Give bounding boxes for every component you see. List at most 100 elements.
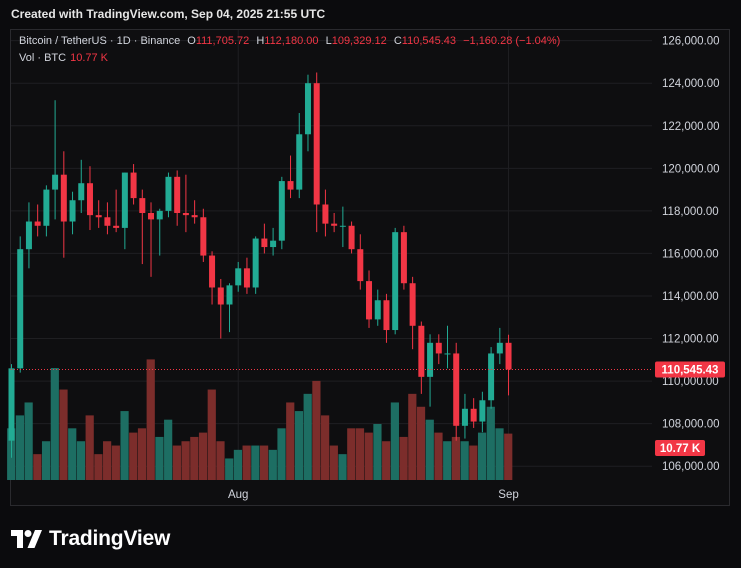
volume-bar	[137, 428, 147, 480]
volume-bar	[50, 368, 59, 480]
y-tick-label: 106,000.00	[662, 461, 720, 473]
low-value: 109,329.12	[331, 35, 387, 47]
candle-body	[113, 225, 120, 228]
volume-label[interactable]: Vol · BTC	[19, 52, 67, 64]
candle-body	[60, 174, 67, 222]
volume-bar	[312, 380, 321, 480]
candle-body	[52, 174, 59, 190]
symbol-title[interactable]: Bitcoin / TetherUS · 1D · Binance	[19, 35, 181, 47]
ohlc-legend: Bitcoin / TetherUS · 1D · Binance O111,7…	[19, 35, 564, 47]
volume-bar	[364, 432, 373, 480]
volume-bar	[155, 436, 164, 480]
y-tick-label: 124,000.00	[662, 78, 720, 90]
x-tick-label: Aug	[228, 489, 248, 501]
candle-body	[34, 221, 41, 226]
y-tick-label: 126,000.00	[662, 36, 720, 48]
candle-body	[400, 232, 407, 284]
volume-bar	[111, 445, 120, 480]
volume-bar	[94, 454, 103, 480]
candle-body	[496, 342, 503, 354]
last-volume-label: 10.77 K	[660, 443, 701, 455]
candle-body	[165, 176, 172, 211]
y-tick-label: 110,000.00	[662, 376, 719, 388]
candle-body	[130, 172, 137, 199]
candle-body	[348, 225, 355, 250]
candle-body	[270, 240, 277, 248]
candle-body	[357, 249, 364, 282]
price-axis: 106,000.00 108,000.00 110,000.00 112,000.00…	[655, 36, 725, 473]
candle-body	[182, 213, 189, 216]
volume-bar	[190, 436, 199, 480]
close-value: 110,545.43	[401, 35, 457, 47]
candle-body	[156, 210, 163, 220]
volume-bar	[329, 445, 338, 480]
volume-bar	[164, 419, 173, 480]
open-label: O	[187, 35, 196, 47]
y-tick-label: 116,000.00	[662, 248, 719, 260]
volume-bar	[416, 406, 426, 480]
high-value: 112,180.00	[264, 35, 319, 47]
volume-bars	[7, 359, 513, 480]
candle-body	[409, 283, 416, 326]
last-volume-tag[interactable]	[655, 440, 705, 456]
candle-body	[209, 255, 216, 288]
y-tick-label: 120,000.00	[662, 163, 720, 175]
candle-body	[322, 204, 329, 224]
volume-bar	[303, 393, 312, 480]
last-price-label: 110,545.43	[662, 365, 719, 377]
y-tick-label: 112,000.00	[662, 334, 719, 346]
chart-caption: Created with TradingView.com, Sep 04, 20…	[11, 7, 326, 21]
candle-body	[43, 189, 50, 226]
candle-body	[17, 249, 24, 369]
candle-body	[313, 83, 320, 205]
candle-body	[174, 176, 181, 214]
candle-body	[366, 281, 373, 320]
brand-name: TradingView	[49, 527, 171, 550]
candle-body	[243, 268, 250, 288]
brand[interactable]: TradingView	[11, 527, 171, 550]
volume-bar	[68, 428, 77, 480]
candle-body	[86, 183, 93, 216]
volume-bar	[477, 432, 487, 480]
y-tick-label: 114,000.00	[662, 291, 719, 303]
y-tick-label: 122,000.00	[662, 121, 720, 133]
candle-body	[374, 300, 381, 320]
candle-body	[479, 400, 486, 422]
volume-bar	[251, 445, 260, 480]
high-label: H	[256, 35, 265, 47]
candle-body	[296, 134, 303, 190]
candle-body	[95, 215, 102, 218]
volume-bar	[85, 415, 94, 480]
volume-bar	[225, 458, 234, 480]
volume-bar	[198, 432, 208, 480]
candle-body	[217, 287, 224, 305]
volume-bar	[181, 441, 190, 480]
volume-bar	[33, 454, 42, 480]
volume-bar	[451, 436, 461, 480]
volume-bar	[172, 445, 181, 480]
candle-body	[435, 342, 442, 354]
last-price-tag[interactable]	[655, 361, 725, 378]
volume-bar	[120, 411, 129, 480]
volume-bar	[146, 359, 155, 480]
volume-bar	[259, 445, 269, 480]
candle-body	[453, 353, 460, 426]
candle-body	[191, 215, 198, 218]
volume-bar	[129, 432, 138, 480]
candle-body	[226, 285, 233, 305]
candle-body	[252, 238, 259, 288]
volume-bar	[443, 441, 452, 480]
close-label: C	[393, 35, 402, 47]
time-axis: Aug Sep	[228, 489, 519, 501]
candle-body	[261, 238, 268, 248]
candle-body	[339, 225, 346, 227]
chart-frame[interactable]	[10, 29, 730, 506]
volume-bar	[277, 428, 286, 480]
price-candles	[8, 72, 512, 458]
volume-bar	[233, 449, 243, 480]
candle-body	[304, 83, 311, 135]
volume-bar	[286, 402, 295, 480]
candle-body	[148, 213, 155, 220]
volume-bar	[486, 406, 495, 480]
